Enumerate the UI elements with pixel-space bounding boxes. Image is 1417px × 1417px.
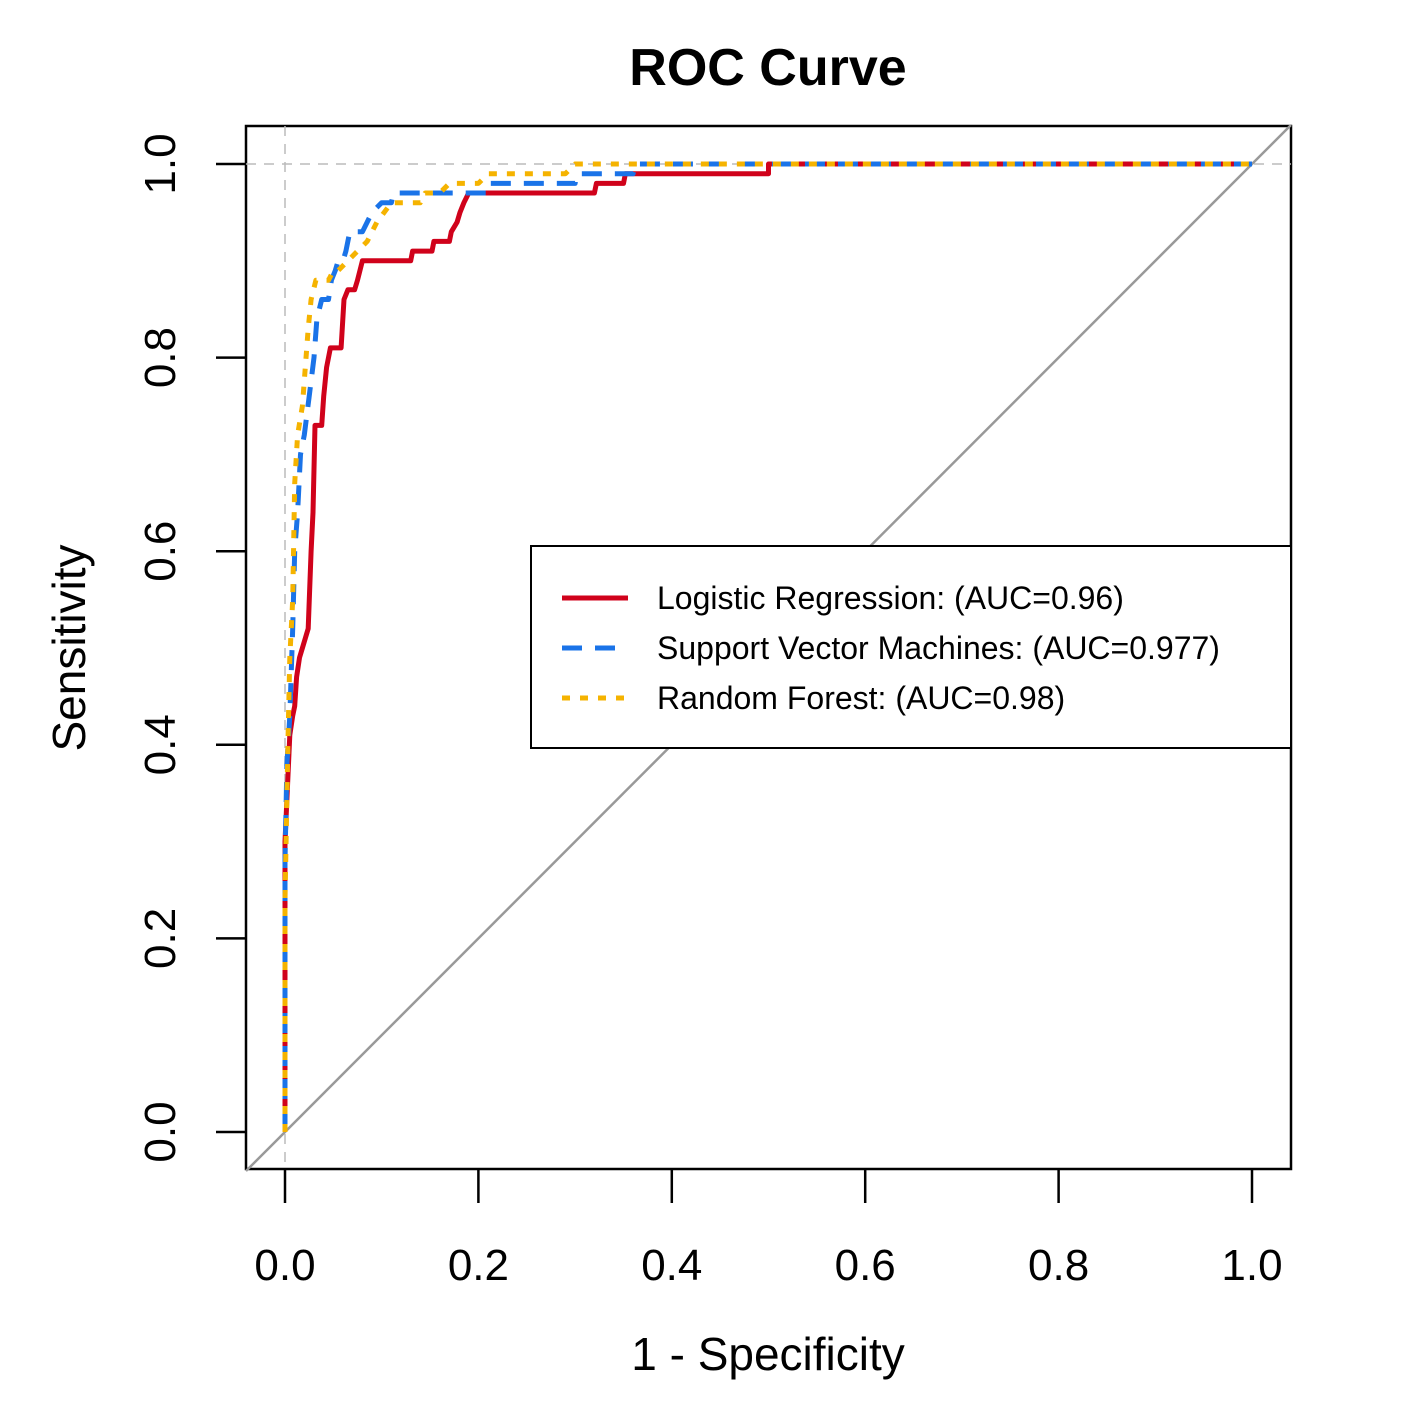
y-tick-label: 0.0	[136, 1101, 185, 1162]
y-tick-label: 0.6	[136, 521, 185, 582]
series-line-3	[282, 161, 1252, 1132]
legend-box	[530, 545, 1292, 749]
x-tick-label: 1.0	[1221, 1241, 1282, 1290]
y-tick-label: 1.0	[136, 133, 185, 194]
x-tick-label: 0.0	[254, 1241, 315, 1290]
x-tick-label: 0.2	[448, 1241, 509, 1290]
legend-label-1: Logistic Regression: (AUC=0.96)	[657, 580, 1124, 616]
y-axis-label: Sensitivity	[43, 544, 95, 751]
chart-title: ROC Curve	[629, 39, 906, 97]
y-tick-label: 0.4	[136, 714, 185, 775]
series-line-1	[282, 161, 1252, 1132]
legend-label-2: Support Vector Machines: (AUC=0.977)	[657, 630, 1220, 666]
x-tick-label: 0.6	[835, 1241, 896, 1290]
axes: 0.0 0.2 0.4 0.6 0.8 1.0 0.0 0.2 0.4 0.6 0.8 1.0	[136, 133, 1283, 1290]
y-tick-label: 0.8	[136, 327, 185, 388]
legend-label-3: Random Forest: (AUC=0.98)	[657, 680, 1065, 716]
x-tick-label: 0.8	[1028, 1241, 1089, 1290]
series-lines	[282, 161, 1252, 1132]
legend: Logistic Regression: (AUC=0.96) Support V…	[530, 545, 1292, 749]
y-tick-label: 0.2	[136, 908, 185, 969]
x-tick-label: 0.4	[641, 1241, 702, 1290]
x-axis-label: 1 - Specificity	[631, 1328, 905, 1380]
